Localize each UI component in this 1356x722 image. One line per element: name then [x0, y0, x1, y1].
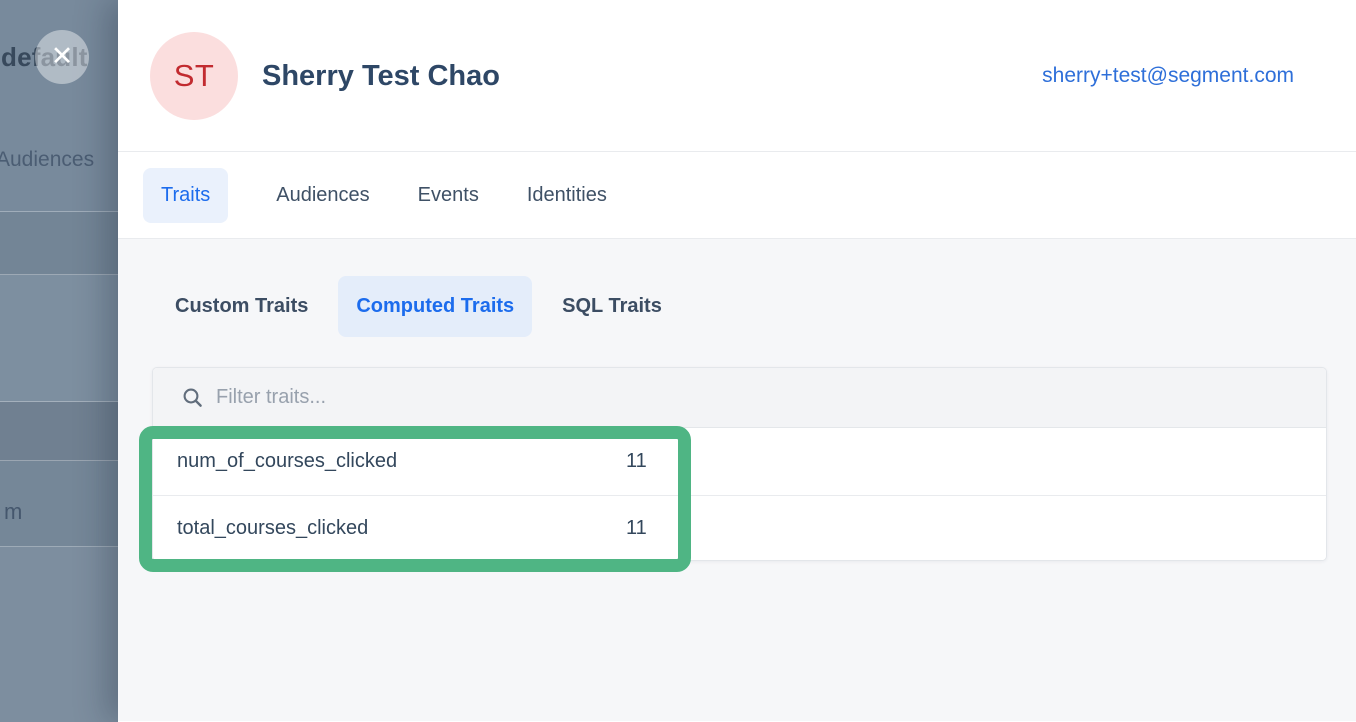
avatar: ST [150, 32, 238, 120]
trait-value: 11 [626, 450, 647, 472]
trait-row: total_courses_clicked 11 [153, 495, 1326, 560]
backdrop-divider [0, 546, 118, 547]
trait-row: num_of_courses_clicked 11 [153, 428, 1326, 495]
backdrop-nav-audiences: Audiences [0, 148, 95, 171]
tab-traits[interactable]: Traits [143, 167, 229, 223]
backdrop-divider [0, 211, 118, 212]
traits-content: Custom Traits Computed Traits SQL Traits… [118, 239, 1356, 721]
profile-tabs: Traits Audiences Events Identities [118, 152, 1356, 239]
traits-card: num_of_courses_clicked 11 total_courses_… [152, 367, 1327, 561]
subtab-computed-traits[interactable]: Computed Traits [338, 276, 533, 337]
trait-type-tabs: Custom Traits Computed Traits SQL Traits [175, 276, 662, 337]
filter-bar [153, 368, 1326, 428]
profile-panel: ST Sherry Test Chao sherry+test@segment.… [118, 0, 1356, 722]
backdrop-truncated-text: m [4, 499, 23, 524]
backdrop-divider [0, 401, 118, 402]
backdrop-band [0, 275, 118, 402]
tab-identities[interactable]: Identities [526, 183, 607, 206]
trait-name: num_of_courses_clicked [177, 450, 398, 472]
backdrop-divider [0, 274, 118, 275]
tab-events[interactable]: Events [417, 183, 479, 206]
close-icon: ✕ [50, 40, 74, 71]
backdrop-band [0, 547, 118, 722]
trait-name: total_courses_clicked [177, 516, 369, 539]
profile-name: Sherry Test Chao [262, 59, 500, 92]
backdrop-band [0, 402, 118, 461]
avatar-initials: ST [173, 58, 215, 93]
profile-email-link[interactable]: sherry+test@segment.com [1042, 64, 1294, 87]
backdrop-band [0, 212, 118, 275]
workspace-title-partial: default [1, 42, 88, 72]
tab-audiences[interactable]: Audiences [276, 183, 370, 206]
filter-traits-input[interactable] [216, 386, 1326, 409]
dimmed-backdrop: default Audiences m [0, 0, 118, 722]
close-button[interactable]: ✕ [35, 30, 89, 84]
subtab-custom-traits[interactable]: Custom Traits [175, 295, 309, 317]
trait-value: 11 [626, 516, 647, 539]
backdrop-divider [0, 460, 118, 461]
subtab-sql-traits[interactable]: SQL Traits [562, 295, 662, 317]
search-icon [183, 388, 202, 407]
profile-header: ST Sherry Test Chao sherry+test@segment.… [118, 0, 1356, 152]
